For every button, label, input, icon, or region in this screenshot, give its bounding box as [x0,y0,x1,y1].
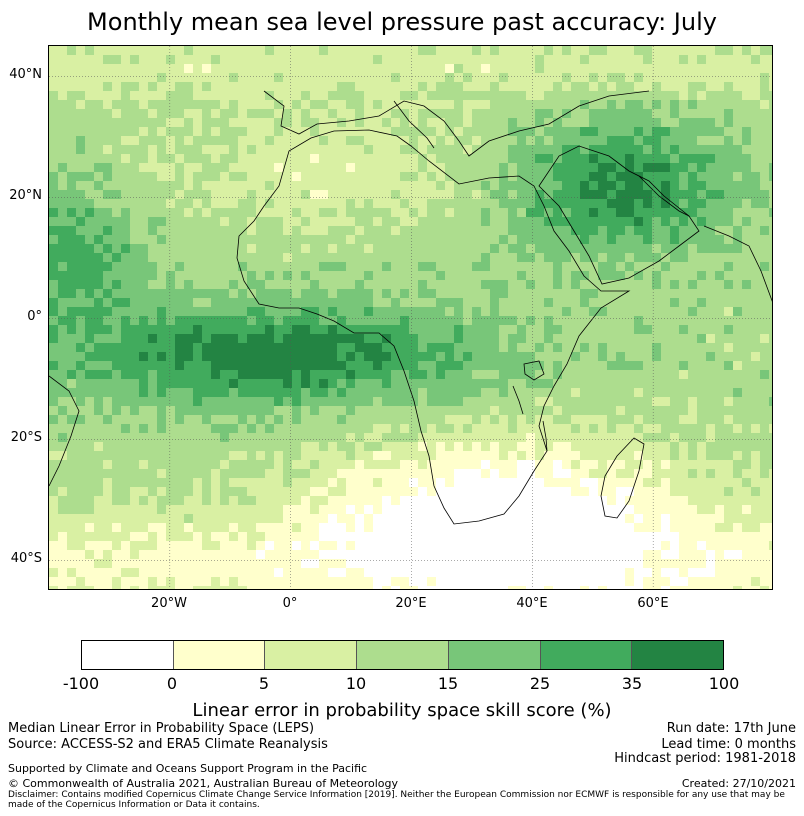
europe-coastline [263,90,650,157]
lat-tick-20s: 20°S [10,430,42,445]
map-panel [48,45,773,590]
colorbar-segment [265,641,358,669]
india-coastline [703,225,772,302]
lon-tick-20w: 20°W [151,596,187,611]
skill-field [49,46,772,589]
run-date: Run date: 17th June [666,721,796,736]
lake-victoria [523,360,545,381]
source-text: Source: ACCESS-S2 and ERA5 Climate Reana… [8,737,328,752]
chart-title: Monthly mean sea level pressure past acc… [87,8,717,36]
madagascar-coastline [600,437,645,519]
lake-tanganyika [512,385,524,415]
disclaimer-text: Disclaimer: Contains modified Copernicus… [8,790,785,810]
lon-tick-60e: 60°E [637,596,669,611]
colorbar-label-6: 35 [621,674,643,693]
colorbar [81,640,724,670]
lead-time: Lead time: 0 months [661,737,796,752]
colorbar-segment [632,641,724,669]
created-date: Created: 27/10/2021 [681,777,796,790]
colorbar-label-5: 25 [529,674,551,693]
colorbar-label-1: 0 [166,674,178,693]
colorbar-segment [82,641,174,669]
coastlines [49,90,772,525]
lat-tick-20n: 20°N [9,188,42,203]
lat-tick-40s: 40°S [10,551,42,566]
south-america-coastline [49,375,80,487]
lat-tick-0: 0° [27,309,42,324]
colorbar-segment [448,641,541,669]
colorbar-label-3: 10 [345,674,367,693]
italy-coastline [393,100,435,149]
colorbar-label-0: -100 [62,674,100,693]
support-text: Supported by Climate and Oceans Support … [8,762,368,775]
colorbar-segment [357,641,449,669]
lake-malawi [542,420,548,452]
colorbar-title: Linear error in probability space skill … [192,700,612,721]
lon-tick-20e: 20°E [395,596,427,611]
copyright-text: © Commonwealth of Australia 2021, Austra… [8,777,398,790]
colorbar-segment [173,641,266,669]
arabia-coastline [538,145,700,285]
skill-map [49,46,772,589]
lon-tick-40e: 40°E [516,596,548,611]
leps-description: Median Linear Error in Probability Space… [8,721,315,736]
lat-tick-40n: 40°N [9,67,42,82]
gridlines [49,46,772,589]
hindcast-period: Hindcast period: 1981-2018 [614,751,796,766]
africa-coastline [236,129,631,525]
lon-tick-0: 0° [282,596,298,611]
colorbar-segment [540,641,633,669]
colorbar-label-4: 15 [437,674,459,693]
colorbar-label-7: 100 [708,674,740,693]
persian-gulf [638,175,690,217]
colorbar-label-2: 5 [258,674,270,693]
